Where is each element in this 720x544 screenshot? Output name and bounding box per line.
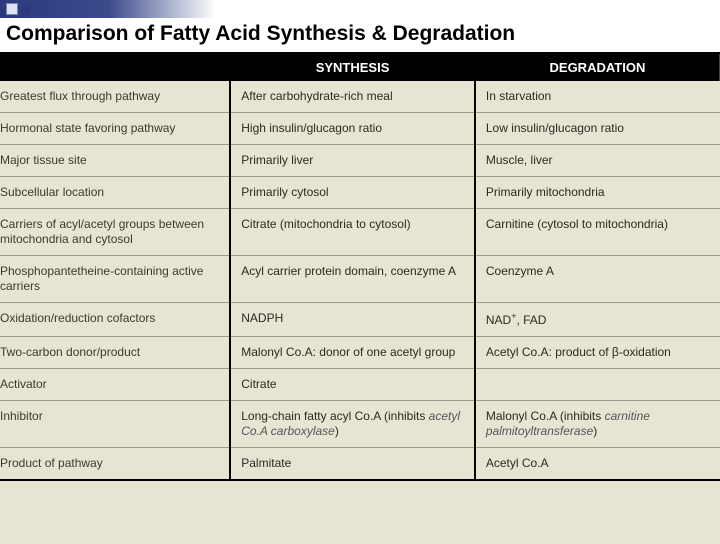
cell-degr: Carnitine (cytosol to mitochondria) [475, 209, 720, 256]
table-row: Inhibitor Long-chain fatty acyl Co.A (in… [0, 401, 720, 448]
table-row: Subcellular location Primarily cytosol P… [0, 177, 720, 209]
title-container: Comparison of Fatty Acid Synthesis & Deg… [0, 18, 720, 54]
cell-synth: Long-chain fatty acyl Co.A (inhibits ace… [230, 401, 475, 448]
comparison-table: SYNTHESIS DEGRADATION Greatest flux thro… [0, 54, 720, 481]
cell-degr: Muscle, liver [475, 145, 720, 177]
page-title: Comparison of Fatty Acid Synthesis & Deg… [6, 22, 714, 46]
cell-degr: Acetyl Co.A [475, 448, 720, 481]
decor-square-large [6, 3, 18, 15]
cell-synth: Primarily cytosol [230, 177, 475, 209]
row-label: Hormonal state favoring pathway [0, 113, 230, 145]
col-header-degradation: DEGRADATION [475, 54, 720, 81]
table-header-row: SYNTHESIS DEGRADATION [0, 54, 720, 81]
cell-degr: Primarily mitochondria [475, 177, 720, 209]
col-header-synthesis: SYNTHESIS [230, 54, 475, 81]
cell-synth: Palmitate [230, 448, 475, 481]
row-label: Subcellular location [0, 177, 230, 209]
cell-degr: Coenzyme A [475, 256, 720, 303]
comparison-table-wrap: SYNTHESIS DEGRADATION Greatest flux thro… [0, 54, 720, 544]
cell-synth: Malonyl Co.A: donor of one acetyl group [230, 337, 475, 369]
row-label: Carriers of acyl/acetyl groups between m… [0, 209, 230, 256]
cell-degr: Low insulin/glucagon ratio [475, 113, 720, 145]
row-label: Activator [0, 369, 230, 401]
table-row: Product of pathway Palmitate Acetyl Co.A [0, 448, 720, 481]
table-row: Oxidation/reduction cofactors NADPH NAD+… [0, 303, 720, 337]
table-row: Major tissue site Primarily liver Muscle… [0, 145, 720, 177]
slide-accent-bar [0, 0, 720, 18]
table-row: Hormonal state favoring pathway High ins… [0, 113, 720, 145]
decor-square-small [22, 6, 30, 14]
row-label: Inhibitor [0, 401, 230, 448]
cell-degr [475, 369, 720, 401]
row-label: Greatest flux through pathway [0, 81, 230, 113]
cell-synth: NADPH [230, 303, 475, 337]
table-body: Greatest flux through pathway After carb… [0, 81, 720, 480]
table-row: Activator Citrate [0, 369, 720, 401]
table-row: Carriers of acyl/acetyl groups between m… [0, 209, 720, 256]
cell-synth: High insulin/glucagon ratio [230, 113, 475, 145]
cell-synth: Acyl carrier protein domain, coenzyme A [230, 256, 475, 303]
cell-synth: Primarily liver [230, 145, 475, 177]
table-row: Phosphopantetheine-containing active car… [0, 256, 720, 303]
table-row: Two-carbon donor/product Malonyl Co.A: d… [0, 337, 720, 369]
cell-degr: NAD+, FAD [475, 303, 720, 337]
cell-degr: Malonyl Co.A (inhibits carnitine palmito… [475, 401, 720, 448]
col-header-blank [0, 54, 230, 81]
row-label: Phosphopantetheine-containing active car… [0, 256, 230, 303]
cell-degr: Acetyl Co.A: product of β-oxidation [475, 337, 720, 369]
cell-synth: Citrate [230, 369, 475, 401]
row-label: Product of pathway [0, 448, 230, 481]
cell-synth: Citrate (mitochondria to cytosol) [230, 209, 475, 256]
row-label: Major tissue site [0, 145, 230, 177]
cell-synth: After carbohydrate-rich meal [230, 81, 475, 113]
cell-degr: In starvation [475, 81, 720, 113]
row-label: Two-carbon donor/product [0, 337, 230, 369]
table-row: Greatest flux through pathway After carb… [0, 81, 720, 113]
row-label: Oxidation/reduction cofactors [0, 303, 230, 337]
